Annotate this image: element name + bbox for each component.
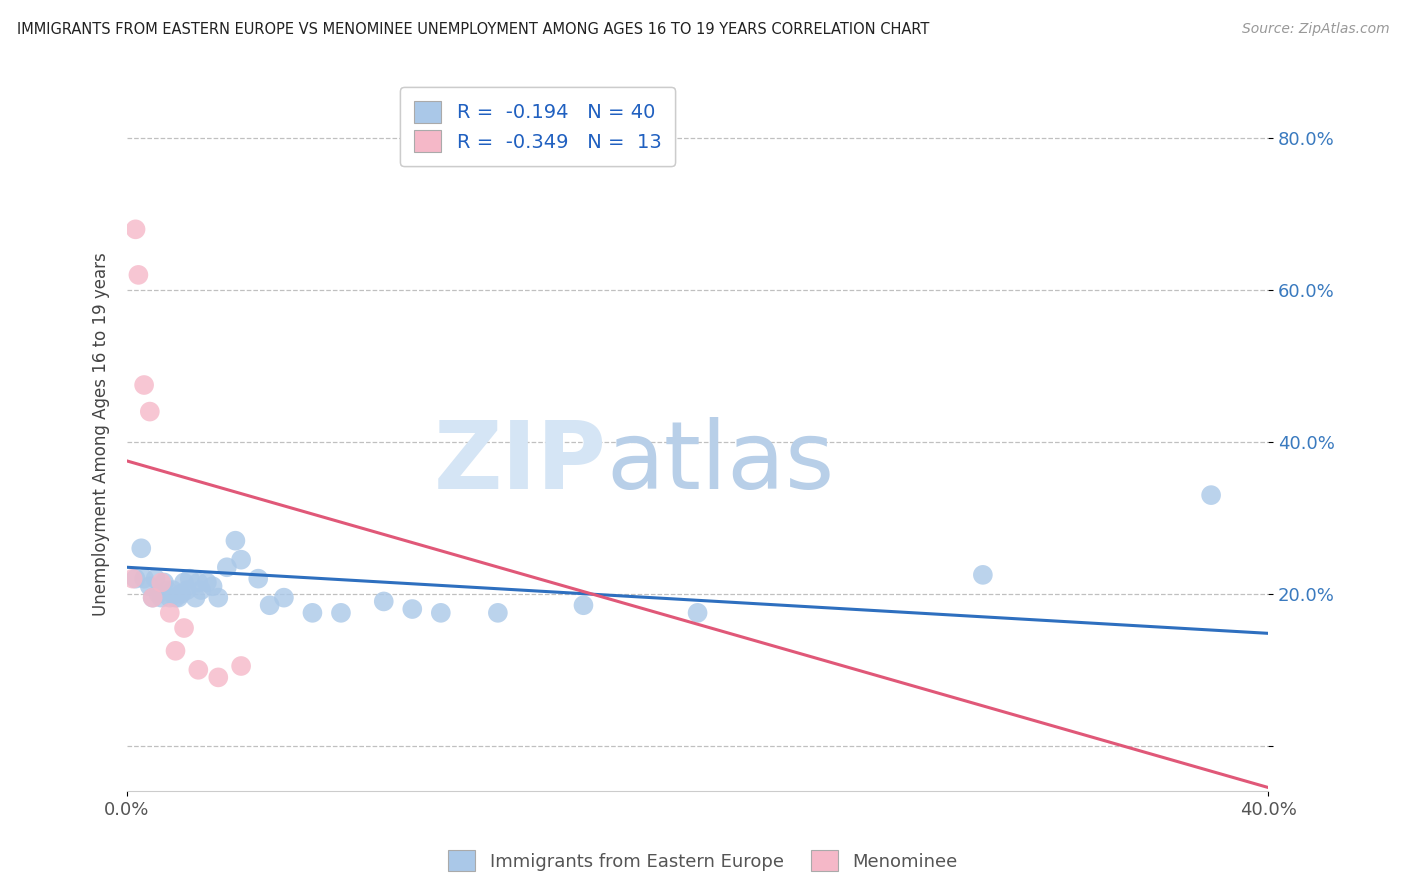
- Y-axis label: Unemployment Among Ages 16 to 19 years: Unemployment Among Ages 16 to 19 years: [93, 252, 110, 616]
- Point: [139, 404, 162, 418]
- Point: [150, 575, 173, 590]
- Point: [207, 591, 229, 605]
- Legend: R =  -0.194   N = 40, R =  -0.349   N =  13: R = -0.194 N = 40, R = -0.349 N = 13: [401, 87, 675, 166]
- Point: [229, 552, 252, 566]
- Point: [229, 659, 252, 673]
- Point: [184, 591, 207, 605]
- Point: [129, 541, 152, 556]
- Point: [148, 587, 170, 601]
- Point: [162, 582, 184, 597]
- Point: [132, 572, 155, 586]
- Point: [159, 606, 181, 620]
- Point: [430, 606, 453, 620]
- Point: [330, 606, 353, 620]
- Legend: Immigrants from Eastern Europe, Menominee: Immigrants from Eastern Europe, Menomine…: [441, 843, 965, 879]
- Point: [686, 606, 709, 620]
- Point: [301, 606, 323, 620]
- Point: [170, 587, 193, 601]
- Point: [165, 591, 187, 605]
- Point: [132, 378, 155, 392]
- Point: [224, 533, 246, 548]
- Text: atlas: atlas: [606, 417, 835, 509]
- Point: [142, 591, 165, 605]
- Point: [176, 582, 198, 597]
- Point: [173, 575, 195, 590]
- Point: [121, 572, 143, 586]
- Point: [187, 575, 209, 590]
- Point: [572, 599, 595, 613]
- Point: [156, 582, 179, 597]
- Point: [124, 222, 146, 236]
- Point: [127, 268, 149, 282]
- Point: [247, 572, 270, 586]
- Point: [195, 575, 218, 590]
- Point: [187, 663, 209, 677]
- Point: [215, 560, 238, 574]
- Point: [153, 575, 176, 590]
- Text: IMMIGRANTS FROM EASTERN EUROPE VS MENOMINEE UNEMPLOYMENT AMONG AGES 16 TO 19 YEA: IMMIGRANTS FROM EASTERN EUROPE VS MENOMI…: [17, 22, 929, 37]
- Point: [142, 591, 165, 605]
- Point: [201, 579, 224, 593]
- Point: [167, 591, 190, 605]
- Point: [486, 606, 509, 620]
- Point: [179, 572, 201, 586]
- Point: [273, 591, 295, 605]
- Point: [190, 582, 212, 597]
- Point: [259, 599, 281, 613]
- Point: [173, 621, 195, 635]
- Point: [150, 591, 173, 605]
- Text: ZIP: ZIP: [433, 417, 606, 509]
- Point: [145, 572, 167, 586]
- Point: [139, 579, 162, 593]
- Point: [972, 567, 994, 582]
- Point: [1199, 488, 1222, 502]
- Point: [124, 572, 146, 586]
- Text: Source: ZipAtlas.com: Source: ZipAtlas.com: [1241, 22, 1389, 37]
- Point: [207, 670, 229, 684]
- Point: [159, 591, 181, 605]
- Point: [165, 644, 187, 658]
- Point: [373, 594, 395, 608]
- Point: [401, 602, 423, 616]
